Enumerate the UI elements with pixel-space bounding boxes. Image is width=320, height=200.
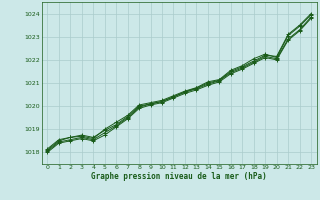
X-axis label: Graphe pression niveau de la mer (hPa): Graphe pression niveau de la mer (hPa): [91, 172, 267, 181]
